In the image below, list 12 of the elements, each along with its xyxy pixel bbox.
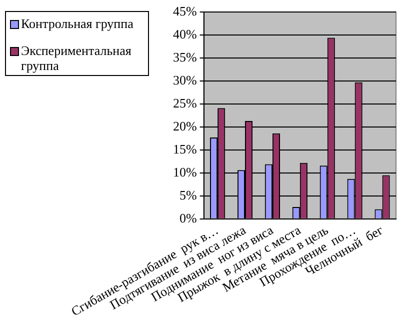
y-tick-label: 45% [172, 3, 197, 18]
y-tick-label: 15% [172, 141, 197, 156]
y-tick-label: 0% [179, 210, 197, 226]
y-tick-label: 20% [172, 118, 197, 134]
legend-label: Контрольная группа [21, 16, 134, 31]
y-tick-label: 40% [172, 26, 197, 42]
y-tick-label: 5% [179, 187, 197, 202]
legend-label: Экспериментальная группа [21, 43, 132, 73]
y-tick-label: 35% [172, 49, 197, 64]
y-tick-label: 25% [172, 95, 197, 110]
y-tick-label: 30% [172, 72, 197, 88]
y-tick-label: 10% [172, 164, 197, 180]
